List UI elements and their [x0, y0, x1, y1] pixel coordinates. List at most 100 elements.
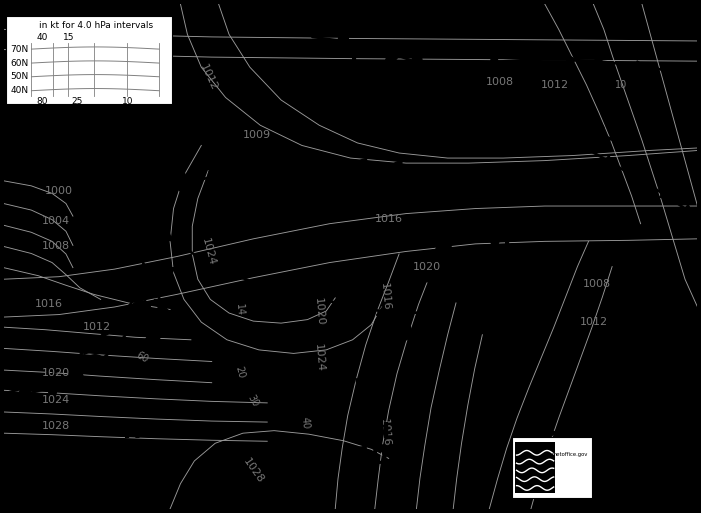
Polygon shape: [43, 371, 54, 382]
Text: 1018: 1018: [508, 446, 520, 476]
Polygon shape: [154, 329, 165, 340]
Polygon shape: [148, 181, 164, 204]
Polygon shape: [492, 274, 501, 283]
Text: L: L: [381, 422, 396, 442]
Text: 1016: 1016: [374, 213, 402, 224]
Polygon shape: [134, 290, 144, 302]
Polygon shape: [428, 259, 447, 269]
Polygon shape: [19, 383, 31, 393]
Polygon shape: [354, 159, 367, 183]
Text: 1006: 1006: [588, 394, 654, 419]
Text: 997: 997: [128, 266, 177, 290]
Text: 80: 80: [36, 97, 48, 106]
Text: 1032: 1032: [99, 445, 165, 469]
Polygon shape: [208, 164, 223, 187]
Polygon shape: [457, 78, 468, 88]
Polygon shape: [491, 241, 499, 250]
Text: 1008: 1008: [486, 77, 514, 87]
Polygon shape: [350, 407, 362, 419]
Polygon shape: [124, 206, 139, 213]
Polygon shape: [682, 205, 693, 215]
Polygon shape: [407, 51, 422, 71]
Polygon shape: [515, 107, 525, 117]
Text: 70N: 70N: [11, 45, 29, 54]
Text: 1028: 1028: [41, 421, 69, 430]
Polygon shape: [491, 55, 498, 69]
Polygon shape: [603, 156, 613, 166]
Text: 1015: 1015: [356, 445, 421, 469]
Text: 20: 20: [233, 365, 246, 380]
Text: L: L: [146, 243, 160, 263]
Polygon shape: [485, 92, 496, 102]
Text: 50N: 50N: [11, 72, 29, 81]
Polygon shape: [19, 383, 31, 393]
Text: 25: 25: [72, 97, 83, 106]
Text: 1014: 1014: [380, 321, 446, 345]
Polygon shape: [335, 31, 348, 51]
Polygon shape: [138, 283, 158, 297]
Text: 40: 40: [36, 33, 48, 42]
Polygon shape: [154, 307, 170, 315]
Text: 1016: 1016: [379, 419, 391, 447]
Text: L: L: [614, 371, 628, 391]
Text: 1016: 1016: [34, 300, 62, 309]
Text: 15: 15: [63, 33, 75, 42]
Polygon shape: [317, 158, 328, 182]
Text: 1012: 1012: [541, 80, 569, 90]
Polygon shape: [125, 207, 135, 218]
Text: 1005: 1005: [557, 122, 623, 146]
Polygon shape: [660, 190, 670, 200]
Polygon shape: [356, 420, 366, 432]
Polygon shape: [41, 379, 57, 397]
Polygon shape: [356, 379, 366, 390]
Polygon shape: [421, 165, 435, 188]
Polygon shape: [449, 170, 463, 193]
Polygon shape: [632, 173, 643, 183]
Polygon shape: [388, 340, 399, 351]
Polygon shape: [388, 162, 402, 185]
Polygon shape: [494, 257, 502, 266]
Polygon shape: [663, 64, 671, 77]
Text: 1024: 1024: [200, 236, 217, 266]
Polygon shape: [257, 280, 268, 289]
Text: 996: 996: [100, 195, 150, 219]
Polygon shape: [573, 139, 584, 149]
Text: 1028: 1028: [241, 457, 266, 485]
Polygon shape: [377, 443, 387, 455]
Text: 1008: 1008: [583, 279, 611, 289]
Polygon shape: [603, 156, 613, 166]
Polygon shape: [385, 43, 399, 63]
Polygon shape: [465, 61, 475, 70]
Text: 14: 14: [234, 303, 245, 316]
Polygon shape: [367, 365, 376, 377]
Text: metoffice.gov: metoffice.gov: [552, 451, 588, 457]
Polygon shape: [154, 299, 165, 310]
Text: 1024: 1024: [313, 343, 325, 372]
FancyBboxPatch shape: [515, 442, 555, 493]
Text: 1012: 1012: [83, 322, 111, 332]
Text: 1008: 1008: [41, 242, 69, 251]
Text: 1012: 1012: [198, 63, 219, 92]
Polygon shape: [84, 343, 95, 354]
Polygon shape: [526, 53, 533, 67]
Text: L: L: [406, 298, 420, 318]
Polygon shape: [64, 358, 75, 369]
Text: 1004: 1004: [41, 216, 69, 226]
Polygon shape: [484, 224, 492, 234]
Polygon shape: [532, 55, 542, 65]
Polygon shape: [636, 61, 646, 70]
Polygon shape: [335, 31, 348, 51]
Polygon shape: [67, 368, 83, 387]
Polygon shape: [257, 280, 268, 289]
Polygon shape: [341, 299, 352, 308]
Polygon shape: [41, 379, 57, 397]
Polygon shape: [229, 269, 240, 279]
Text: 1024: 1024: [41, 396, 69, 405]
Polygon shape: [126, 243, 142, 251]
Polygon shape: [669, 66, 679, 75]
Polygon shape: [567, 55, 577, 65]
Text: in kt for 4.0 hPa intervals: in kt for 4.0 hPa intervals: [39, 21, 153, 30]
Polygon shape: [426, 274, 444, 284]
Text: 30: 30: [246, 392, 261, 408]
Polygon shape: [594, 55, 602, 69]
